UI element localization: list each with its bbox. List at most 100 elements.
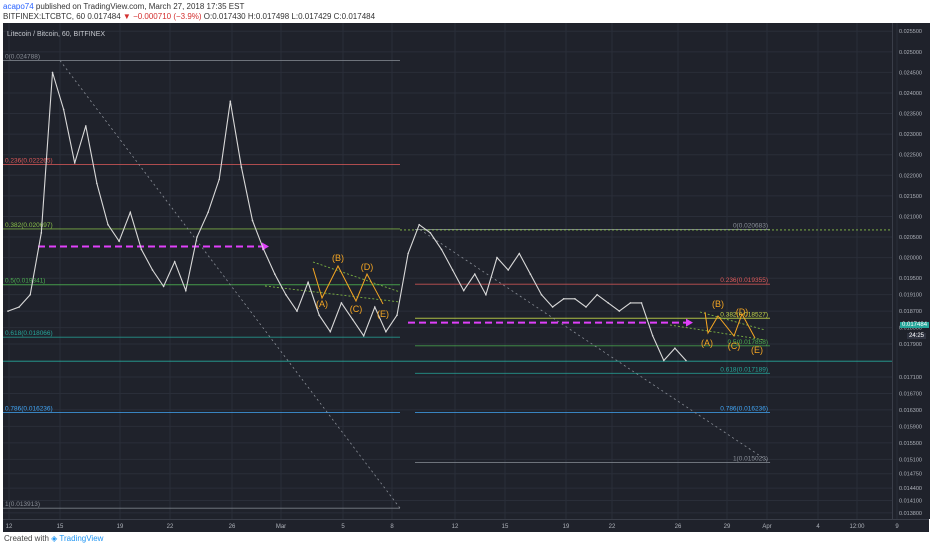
triangle-lower-line: [264, 285, 401, 303]
x-tick-label: 12: [452, 524, 459, 530]
x-tick-label: 4: [816, 524, 820, 530]
x-tick-label: 26: [675, 524, 682, 530]
last-price-text: 0.017484: [87, 12, 121, 21]
x-tick-label: 15: [57, 524, 64, 530]
footer-brand[interactable]: TradingView: [59, 534, 104, 543]
y-tick-label: 0.018300: [899, 326, 922, 332]
wave-label: (E): [377, 309, 389, 319]
wave-label: (A): [701, 338, 713, 348]
chart-title: Litecoin / Bitcoin, 60, BITFINEX: [7, 31, 105, 38]
y-tick-label: 0.017900: [899, 342, 922, 348]
y-tick-label: 0.021500: [899, 194, 922, 200]
triangle-upper-line: [699, 311, 766, 331]
y-tick-label: 0.014100: [899, 498, 922, 504]
fib-levels: 0(0.024788) 0.236(0.022265) 0.382(0.020697…: [3, 54, 770, 509]
y-tick-label: 0.021000: [899, 214, 922, 220]
fib-level-label: 0.236(0.022265): [5, 157, 53, 164]
tradingview-logo-icon: ◈: [51, 534, 58, 543]
y-tick-label: 0.019100: [899, 293, 922, 299]
fib-level-label: 1(0.015023): [733, 455, 768, 462]
price-series: [7, 71, 687, 362]
fib-level-label: 0.618(0.018066): [5, 330, 53, 337]
fib-level-label: 0.5(0.017858): [728, 339, 768, 346]
y-tick-label: 0.014750: [899, 472, 922, 478]
wave-label: (D): [361, 262, 374, 272]
triangle-upper-line: [312, 261, 401, 293]
y-tick-label: 0.013800: [899, 511, 922, 517]
x-tick-label: 12: [6, 524, 13, 530]
x-tick-label: 29: [724, 524, 731, 530]
y-tick-label: 0.015900: [899, 424, 922, 430]
time-axis[interactable]: [3, 519, 929, 532]
y-tick-label: 0.022000: [899, 173, 922, 179]
arrow-head-icon: [686, 318, 693, 327]
wave-label: (B): [332, 253, 344, 263]
last-price-tag: 0.017484: [900, 322, 930, 328]
countdown-tag: 24:25: [907, 333, 927, 339]
x-tick-label: 5: [341, 524, 345, 530]
x-tick-label: 19: [117, 524, 124, 530]
publish-line: acapo74 published on TradingView.com, Ma…: [3, 2, 244, 11]
fib-level-label: 0.786(0.016236): [720, 406, 768, 413]
author-link[interactable]: acapo74: [3, 2, 34, 11]
wave-labels: (A) (B) (C) (D) (E) (A) (B) (C) (D) (E): [316, 253, 763, 355]
fib-trend-line-left: [59, 60, 401, 509]
y-tick-label: 0.020500: [899, 235, 922, 241]
price-axis[interactable]: [892, 23, 930, 519]
x-tick-label: 22: [167, 524, 174, 530]
x-tick-label: Mar: [276, 524, 286, 530]
y-tick-label: 0.016700: [899, 391, 922, 397]
fib-level-label: 0.236(0.019355): [720, 277, 768, 284]
y-tick-label: 0.016300: [899, 408, 922, 414]
y-tick-label: 0.015100: [899, 457, 922, 463]
footer-text: Created with: [4, 534, 49, 543]
wave-path: [312, 264, 384, 305]
y-tick-label: 0.020000: [899, 256, 922, 262]
x-tick-label: Apr: [762, 524, 771, 530]
wave-label: (B): [712, 299, 724, 309]
y-tick-label: 0.023500: [899, 112, 922, 118]
x-tick-label: 26: [229, 524, 236, 530]
y-tick-label: 0.018700: [899, 309, 922, 315]
fib-level-label: 1(0.013913): [5, 501, 40, 508]
wave-label: (C): [350, 304, 363, 314]
fib-level-label: 0.382(0.020697): [5, 222, 53, 229]
wave-label: (C): [728, 341, 741, 351]
fib-level-label: 0(0.020683): [733, 223, 768, 230]
y-tick-label: 0.024000: [899, 91, 922, 97]
publish-info: published on TradingView.com, March 27, …: [33, 2, 245, 11]
wave-label: (D): [736, 307, 749, 317]
wave-label: (A): [316, 299, 328, 309]
wave-path: [704, 311, 756, 339]
fib-trend-line-right: [419, 229, 771, 463]
grid: [3, 23, 898, 519]
x-tick-label: 22: [609, 524, 616, 530]
wave-label: (E): [751, 345, 763, 355]
fib-level-label: 0.5(0.019341): [5, 278, 45, 285]
series-line: [7, 72, 687, 362]
y-tick-label: 0.019500: [899, 276, 922, 282]
y-tick-label: 0.014400: [899, 486, 922, 492]
footer: Created with ◈ TradingView: [4, 534, 103, 543]
y-tick-label: 0.017100: [899, 375, 922, 381]
y-tick-label: 0.025500: [899, 29, 922, 35]
triangle-lower-line: [669, 324, 766, 341]
fib-level-label: 0.382(0.018527): [720, 311, 768, 318]
y-tick-label: 0.023000: [899, 132, 922, 138]
y-tick-label: 0.015500: [899, 441, 922, 447]
x-tick-label: 15: [502, 524, 509, 530]
fib-level-label: 0.786(0.016236): [5, 406, 53, 413]
x-tick-label: 9: [895, 524, 899, 530]
y-tick-label: 0.024500: [899, 70, 922, 76]
x-tick-label: 8: [390, 524, 394, 530]
chart-pane[interactable]: [3, 23, 892, 519]
drawing-overlays: [3, 60, 892, 509]
ticker-symbol: BITFINEX:LTCBTC, 60: [3, 12, 88, 21]
axis-ticks: 0.025500 0.025000 0.024500 0.024000 0.023500…: [6, 29, 922, 530]
fib-level-label: 0.618(0.017189): [720, 366, 768, 373]
x-tick-label: 19: [563, 524, 570, 530]
y-tick-label: 0.025000: [899, 50, 922, 56]
fib-level-label: 0(0.024788): [5, 54, 40, 61]
